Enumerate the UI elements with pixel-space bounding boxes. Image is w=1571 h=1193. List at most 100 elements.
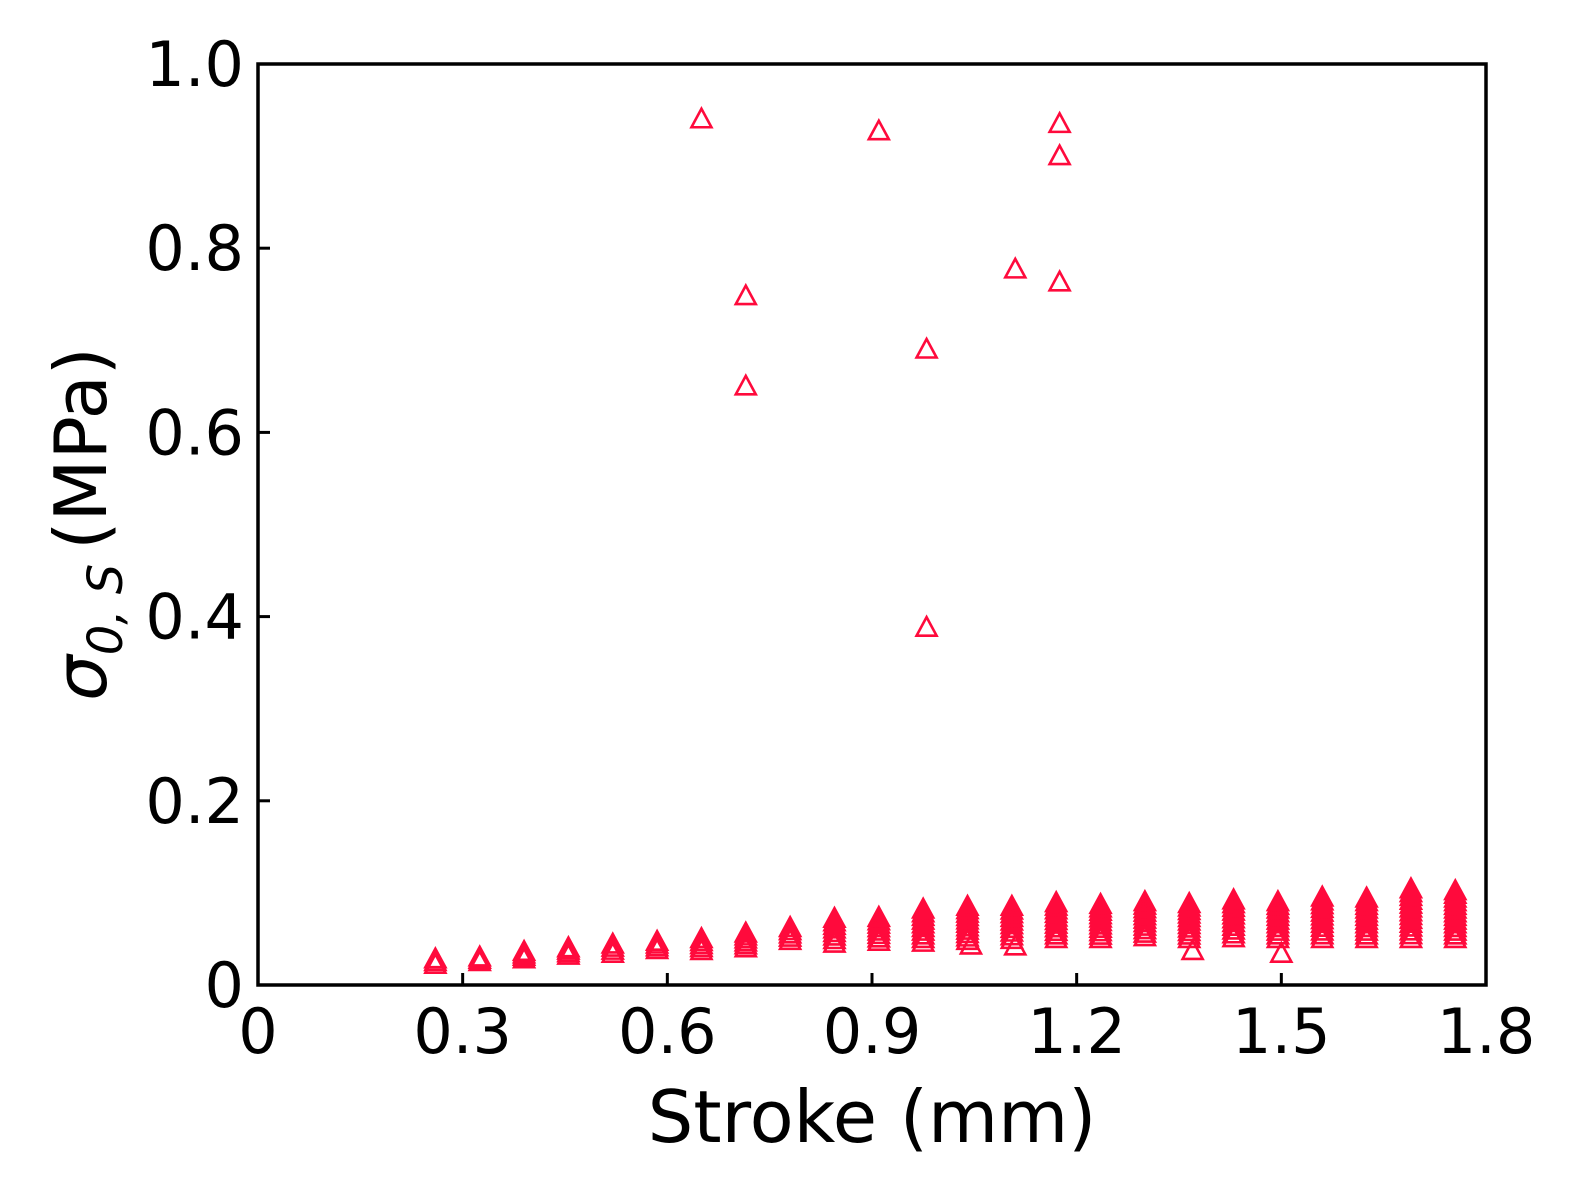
data-point — [1398, 906, 1424, 930]
data-point — [777, 917, 803, 941]
data-point — [1310, 921, 1335, 945]
data-point — [822, 923, 847, 946]
x-tick-label: 0.9 — [823, 995, 922, 1068]
data-point — [1265, 907, 1291, 930]
data-point — [733, 920, 758, 943]
data-point — [1044, 911, 1069, 934]
x-tick-label: 0 — [238, 995, 277, 1068]
data-point — [1221, 890, 1246, 914]
data-point — [1398, 879, 1424, 903]
data-point — [1354, 918, 1379, 941]
data-point — [822, 909, 847, 932]
data-point — [644, 934, 670, 957]
x-axis-label: Stroke (mm) — [648, 1075, 1097, 1159]
data-point — [822, 919, 847, 943]
data-point — [1310, 899, 1335, 922]
data-point — [1443, 877, 1468, 901]
data-point — [1088, 898, 1113, 921]
data-point — [822, 930, 847, 953]
data-point — [423, 948, 448, 972]
data-point — [910, 899, 936, 923]
data-point — [1177, 894, 1202, 917]
data-point — [423, 951, 448, 975]
data-point — [1047, 269, 1072, 292]
data-point — [1354, 903, 1379, 927]
data-point — [1354, 914, 1379, 938]
data-point — [1177, 890, 1202, 914]
data-point — [999, 911, 1025, 935]
data-point — [1269, 940, 1294, 963]
y-tick-label: 0.2 — [145, 765, 244, 838]
data-point — [644, 931, 670, 954]
data-point — [822, 916, 847, 939]
axis-ticks — [256, 62, 1488, 987]
data-point — [1180, 937, 1205, 961]
data-point — [467, 944, 492, 967]
data-point — [910, 914, 936, 938]
data-point — [1044, 922, 1069, 945]
data-point — [1221, 917, 1246, 940]
data-point — [1221, 902, 1246, 925]
data-point — [1398, 875, 1424, 899]
data-point — [1443, 892, 1468, 916]
data-point — [1265, 910, 1291, 934]
plot-frame — [256, 62, 1488, 987]
data-point — [910, 910, 936, 934]
data-point — [689, 925, 714, 949]
data-point — [1310, 906, 1335, 930]
data-point — [1265, 918, 1291, 941]
data-point — [1265, 914, 1291, 938]
data-point — [1044, 925, 1069, 949]
data-point — [822, 905, 847, 928]
data-point — [910, 896, 936, 919]
data-point — [822, 926, 847, 950]
data-point — [556, 934, 581, 958]
data-point — [1088, 891, 1113, 915]
data-point — [1044, 889, 1069, 913]
data-point — [999, 900, 1025, 924]
data-point — [1003, 933, 1028, 956]
data-point — [1398, 887, 1424, 910]
data-point — [1443, 903, 1468, 927]
data-point — [1047, 110, 1072, 134]
data-point — [1443, 896, 1468, 919]
data-point — [689, 106, 714, 129]
data-points — [423, 106, 1468, 975]
data-point — [1354, 910, 1379, 934]
data-point — [866, 117, 892, 141]
data-point — [1047, 142, 1072, 166]
data-point — [1398, 914, 1424, 937]
data-point — [1443, 910, 1468, 934]
data-point — [689, 931, 714, 955]
data-point — [910, 922, 936, 945]
data-point — [1044, 896, 1069, 920]
data-point — [914, 336, 939, 359]
y-axis-symbol: σ — [39, 653, 123, 701]
data-point — [1398, 895, 1424, 918]
data-point — [914, 614, 939, 637]
y-tick-label: 1.0 — [145, 28, 244, 101]
data-point — [910, 929, 936, 952]
data-point — [955, 900, 980, 923]
x-tick-label: 0.6 — [618, 995, 717, 1068]
data-point — [1310, 914, 1335, 937]
data-point — [1310, 918, 1335, 941]
data-point — [423, 945, 448, 969]
data-point — [999, 915, 1025, 939]
data-point — [955, 893, 980, 917]
y-tick-label: 0 — [205, 949, 244, 1022]
data-point — [955, 896, 980, 920]
data-point — [1044, 918, 1069, 942]
data-point — [1044, 893, 1069, 916]
data-point — [1398, 910, 1424, 933]
data-point — [1354, 922, 1379, 945]
data-point — [1398, 925, 1424, 949]
x-tick-label: 1.2 — [1027, 995, 1126, 1068]
data-point — [511, 938, 537, 962]
data-point — [1132, 888, 1158, 912]
data-point — [1221, 913, 1246, 937]
data-point — [1044, 914, 1069, 938]
data-point — [1221, 921, 1246, 944]
data-point — [733, 923, 758, 946]
